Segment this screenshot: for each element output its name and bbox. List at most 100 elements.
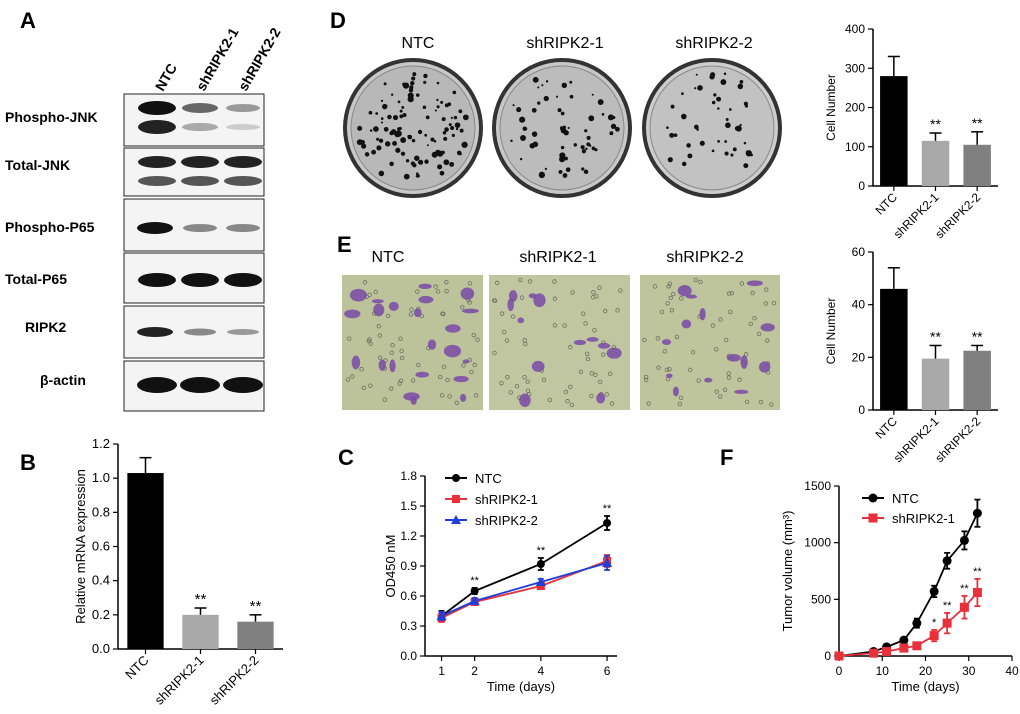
membrane-pore bbox=[643, 377, 649, 383]
y-tick-label: 1.8 bbox=[400, 469, 417, 483]
blot-row-label: Phospho-P65 bbox=[5, 219, 95, 235]
y-tick-label: 200 bbox=[845, 101, 865, 115]
colony bbox=[444, 127, 449, 132]
membrane-pore bbox=[552, 296, 558, 301]
membrane-pore bbox=[583, 321, 588, 326]
colony bbox=[586, 135, 591, 141]
colony bbox=[537, 101, 541, 105]
colony bbox=[415, 93, 420, 97]
colony bbox=[559, 156, 566, 163]
membrane-pore bbox=[764, 287, 769, 292]
colony bbox=[597, 99, 604, 105]
legend-label: shRIPK2-1 bbox=[892, 511, 955, 526]
blot-row-label: β-actin bbox=[40, 372, 86, 388]
colony bbox=[563, 130, 569, 136]
membrane-pore bbox=[525, 379, 530, 384]
colony bbox=[402, 82, 410, 89]
membrane-pore bbox=[504, 338, 510, 343]
colony bbox=[410, 161, 415, 166]
membrane-pore bbox=[444, 288, 449, 294]
colony bbox=[750, 153, 753, 157]
stained-cell bbox=[517, 317, 525, 324]
colony bbox=[416, 174, 420, 178]
membrane-pore bbox=[471, 332, 476, 338]
membrane-pore bbox=[389, 386, 394, 391]
stained-cell bbox=[531, 360, 545, 372]
colony bbox=[531, 107, 537, 113]
membrane-pore bbox=[444, 279, 449, 285]
colony bbox=[519, 157, 523, 161]
membrane-pore bbox=[522, 374, 527, 380]
membrane-pore bbox=[671, 291, 676, 297]
stained-cell bbox=[460, 287, 475, 300]
membrane-pore bbox=[472, 362, 477, 368]
y-tick-label: 0.3 bbox=[400, 619, 417, 633]
colony bbox=[405, 159, 410, 163]
colony bbox=[411, 76, 416, 81]
y-tick-label: 1.5 bbox=[400, 499, 417, 513]
membrane-pore bbox=[584, 351, 590, 356]
membrane-pore bbox=[349, 374, 355, 379]
membrane-pore bbox=[505, 375, 510, 380]
membrane-pore bbox=[569, 402, 575, 408]
membrane-pore bbox=[604, 392, 609, 397]
colony bbox=[686, 143, 691, 148]
colony bbox=[453, 115, 458, 120]
stained-cell bbox=[760, 323, 775, 332]
colony-formation-images: NTC shRIPK2-1 shRIPK2-2 bbox=[343, 35, 782, 198]
membrane-pore bbox=[714, 389, 719, 394]
colony bbox=[457, 123, 460, 127]
membrane-pore bbox=[722, 387, 728, 392]
membrane-pore bbox=[679, 296, 684, 301]
colony bbox=[426, 144, 429, 147]
colony bbox=[383, 126, 389, 132]
membrane-pore bbox=[609, 401, 615, 406]
x-tick-label: 4 bbox=[538, 664, 545, 678]
x-tick-label: 10 bbox=[876, 664, 890, 678]
membrane-pore bbox=[552, 323, 558, 328]
membrane-pore bbox=[461, 363, 466, 368]
stained-cell bbox=[681, 319, 692, 329]
stained-cell bbox=[704, 377, 713, 383]
colony bbox=[390, 93, 394, 96]
colony bbox=[732, 147, 737, 152]
y-tick-label: 1500 bbox=[804, 479, 831, 493]
data-point bbox=[959, 602, 969, 612]
stained-cell bbox=[351, 355, 361, 370]
colony bbox=[673, 133, 678, 137]
colony bbox=[562, 125, 566, 129]
membrane-pore bbox=[492, 298, 497, 303]
membrane-pore bbox=[386, 313, 391, 319]
membrane-pore bbox=[568, 384, 573, 390]
membrane-pore bbox=[439, 393, 445, 398]
data-point bbox=[602, 558, 613, 567]
data-point bbox=[972, 508, 982, 518]
stained-cell bbox=[378, 359, 386, 371]
panel-letter-f: F bbox=[720, 445, 733, 470]
membrane-pore bbox=[460, 305, 465, 310]
y-tick-label: 0 bbox=[858, 403, 865, 417]
invasion-image-shripk2-2 bbox=[640, 275, 780, 410]
significance-mark: * bbox=[932, 617, 937, 629]
bar-ntc bbox=[880, 76, 908, 186]
significance-mark: ** bbox=[250, 598, 262, 615]
chart-b-mrna-expression: 0.0 0.2 0.4 0.6 0.8 1.0 1.2 Relative mRNA expre… bbox=[73, 436, 283, 708]
colony-label-shripk2-1: shRIPK2-1 bbox=[526, 35, 603, 52]
stained-cell bbox=[453, 375, 469, 383]
membrane-pore bbox=[688, 367, 693, 373]
panel-letter-b: B bbox=[20, 450, 36, 475]
membrane-pore bbox=[763, 301, 769, 306]
colony bbox=[580, 145, 585, 150]
colony bbox=[369, 129, 373, 132]
colony bbox=[545, 80, 549, 83]
y-tick-label: 20 bbox=[852, 350, 866, 364]
membrane-pore bbox=[769, 402, 774, 407]
colony bbox=[450, 116, 453, 119]
membrane-pore bbox=[603, 308, 608, 314]
data-point bbox=[470, 587, 479, 595]
colony bbox=[424, 159, 429, 164]
stained-cell bbox=[665, 373, 673, 378]
y-axis-label: Cell Number bbox=[824, 298, 838, 365]
colony bbox=[581, 149, 586, 154]
